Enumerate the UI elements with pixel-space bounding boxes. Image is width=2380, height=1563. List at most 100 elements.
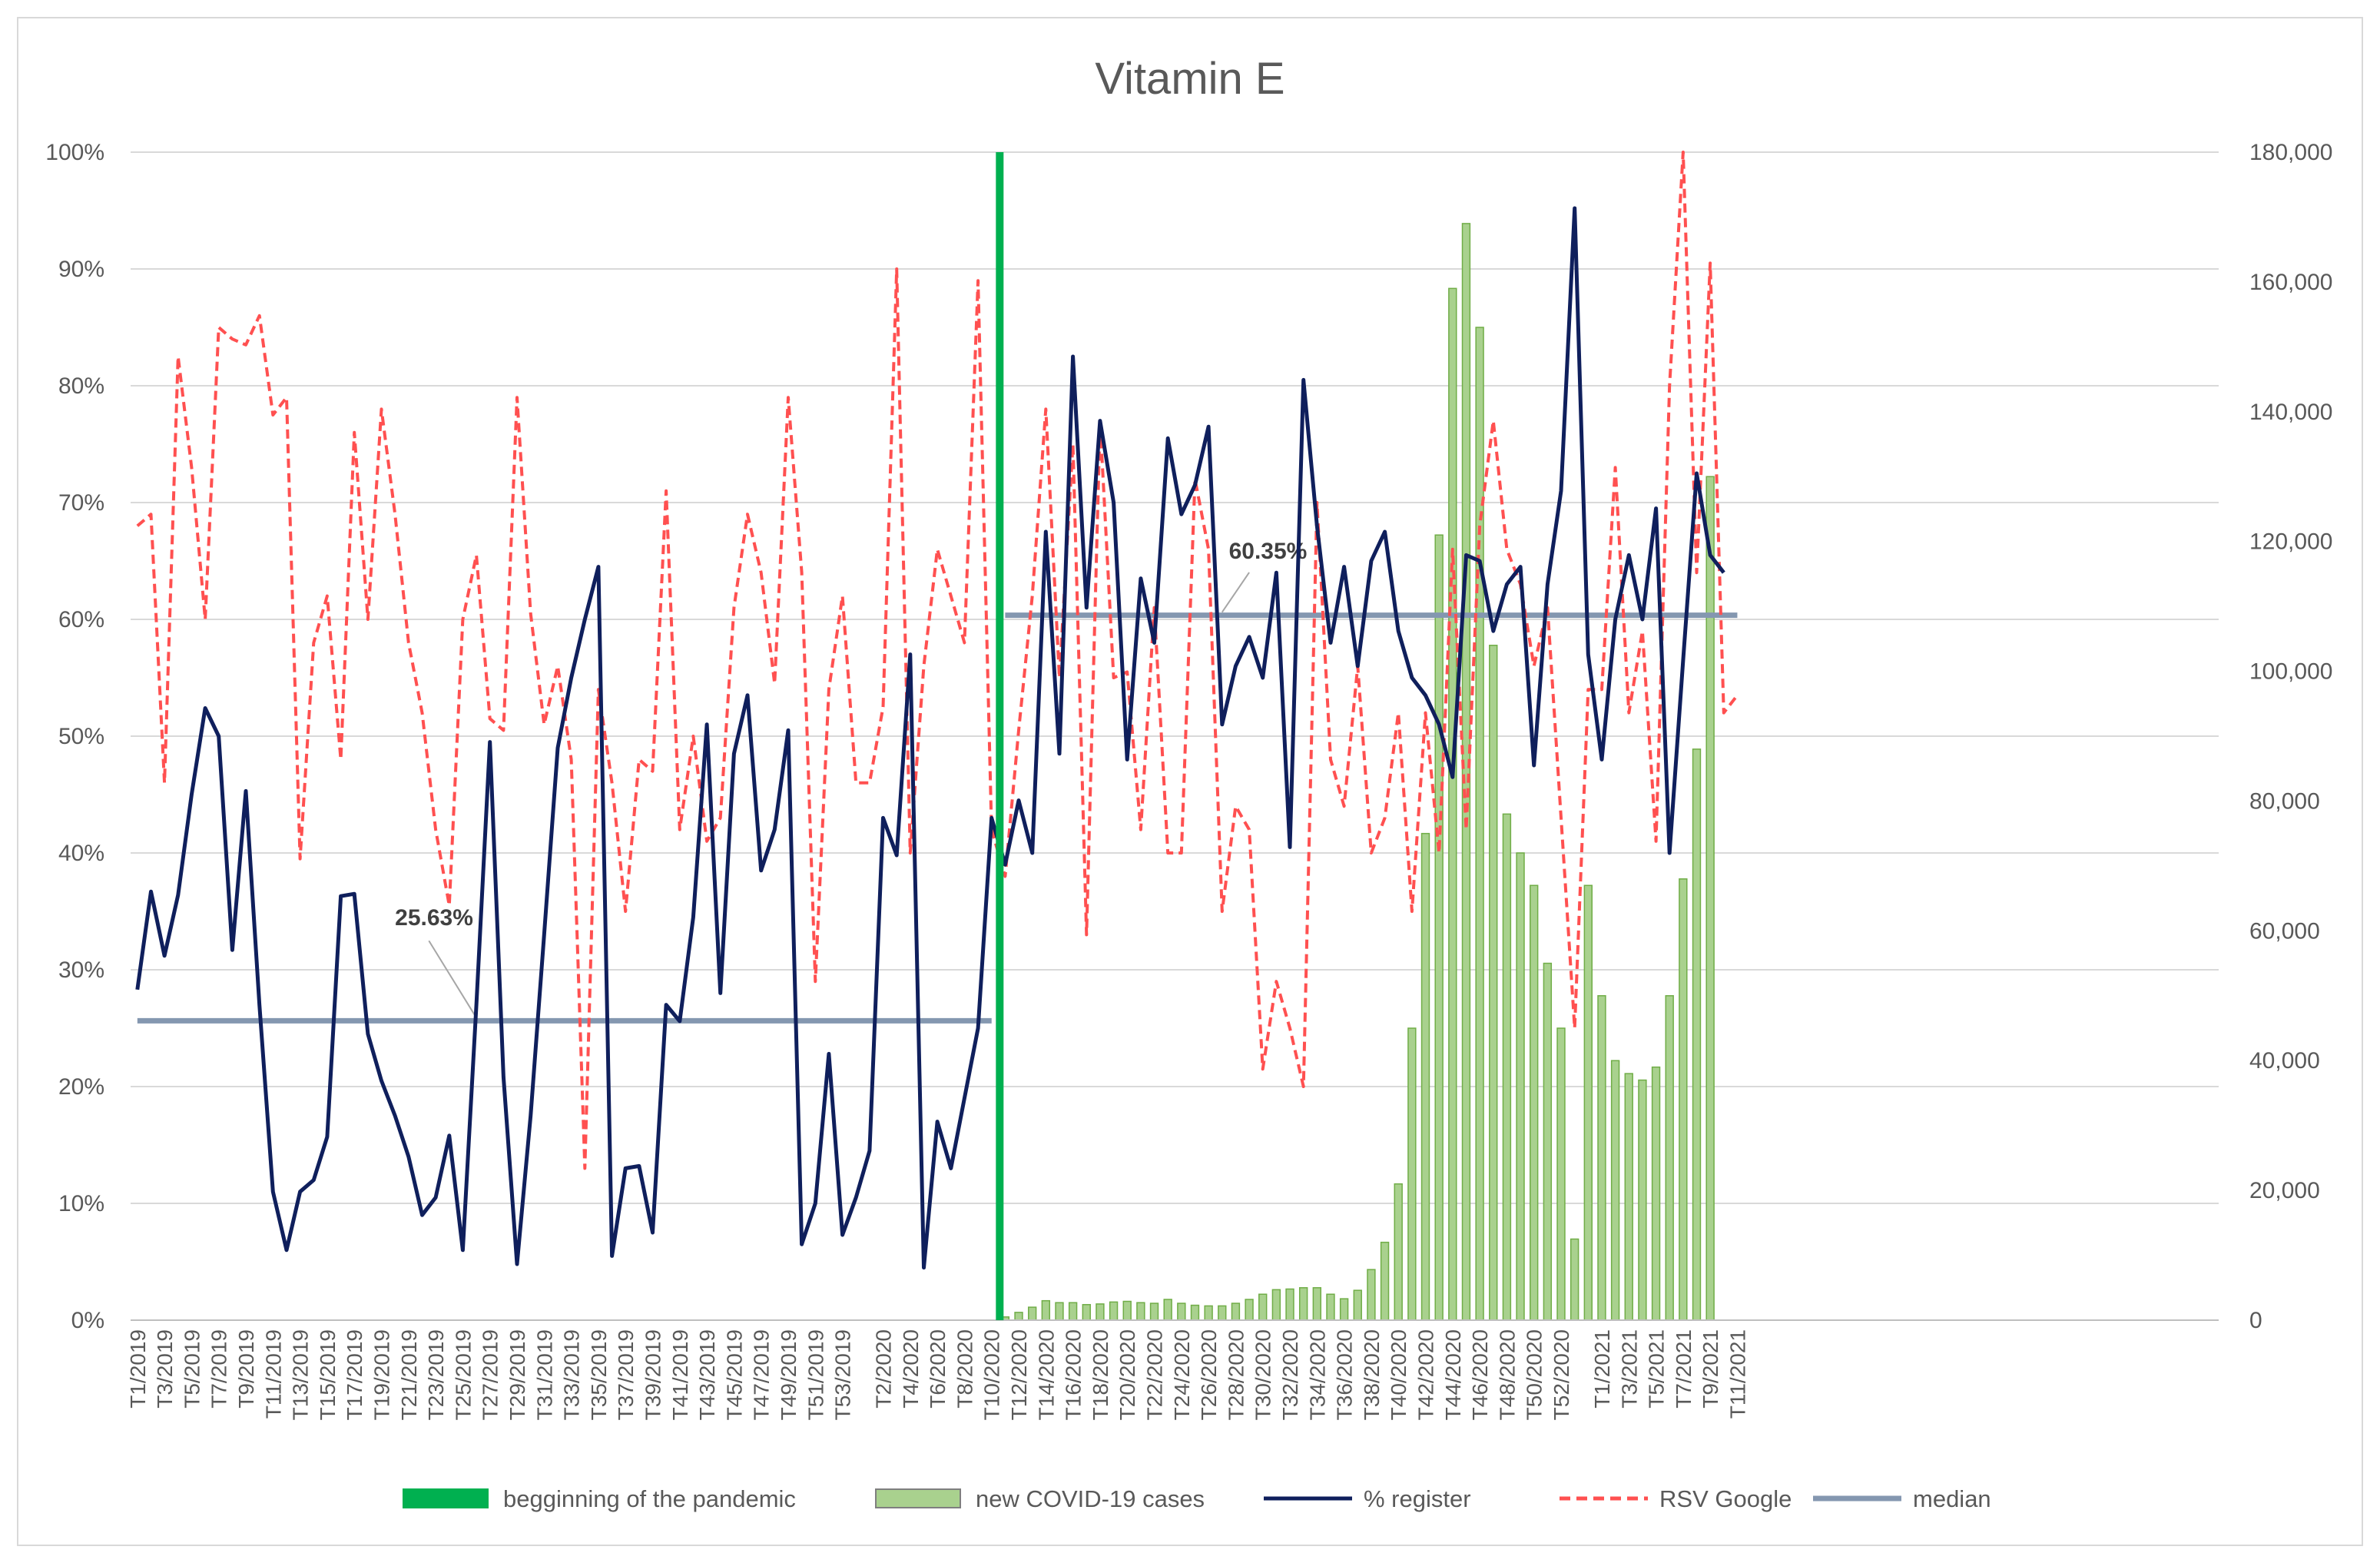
x-tick-label: T29/2019 — [506, 1329, 529, 1420]
y-left-tick-label: 0% — [71, 1308, 104, 1333]
covid-cases-bar — [1516, 852, 1525, 1321]
covid-cases-bar — [1448, 287, 1457, 1321]
x-tick-label: T11/2019 — [261, 1329, 285, 1419]
covid-cases-bar — [1461, 223, 1471, 1321]
y-left-tick-label: 70% — [58, 490, 104, 516]
x-tick-label: T17/2019 — [343, 1329, 366, 1420]
y-left-tick-label: 40% — [58, 841, 104, 866]
covid-cases-bar — [1122, 1300, 1132, 1321]
x-tick-label: T13/2019 — [289, 1329, 313, 1420]
chart-title: Vitamin E — [1095, 54, 1284, 104]
x-tick-label: T23/2019 — [424, 1329, 448, 1420]
y-right-tick-label: 100,000 — [2249, 659, 2332, 685]
covid-cases-bar — [1651, 1066, 1661, 1321]
y-left-tick-label: 60% — [58, 607, 104, 632]
x-tick-label: T5/2021 — [1645, 1329, 1669, 1409]
x-tick-label: T45/2019 — [722, 1329, 746, 1420]
y-right-tick-label: 80,000 — [2249, 788, 2320, 814]
covid-cases-bar — [1326, 1293, 1335, 1321]
pandemic-marker — [996, 152, 1004, 1320]
x-tick-label: T22/2020 — [1143, 1329, 1167, 1420]
covid-cases-bar — [1245, 1299, 1254, 1321]
covid-cases-bar — [1339, 1298, 1349, 1321]
y-left-tick-label: 20% — [58, 1074, 104, 1100]
y-right-tick-label: 180,000 — [2249, 140, 2332, 165]
covid-cases-bar — [1027, 1306, 1037, 1321]
x-tick-label: T30/2020 — [1251, 1329, 1275, 1420]
x-tick-label: T18/2020 — [1089, 1329, 1112, 1420]
x-tick-label: T43/2019 — [695, 1329, 719, 1420]
median-label-2020: 60.35% — [1229, 539, 1308, 564]
legend-item-rsv: RSV Google — [1560, 1485, 1792, 1512]
x-tick-label: T20/2020 — [1115, 1329, 1139, 1420]
legend-item-median: median — [1813, 1485, 1991, 1512]
x-tick-label: T7/2019 — [207, 1329, 231, 1409]
covid-cases-bar — [1014, 1312, 1023, 1321]
covid-cases-bar — [1394, 1183, 1403, 1321]
x-tick-label: T6/2020 — [926, 1329, 950, 1409]
x-tick-label: T34/2020 — [1305, 1329, 1329, 1420]
median-label-2019: 25.63% — [395, 905, 473, 931]
x-tick-label: T49/2019 — [777, 1329, 801, 1420]
y-left-tick-label: 10% — [58, 1191, 104, 1216]
y-right-tick-label: 60,000 — [2249, 918, 2320, 944]
covid-cases-bar — [1692, 748, 1702, 1321]
covid-cases-bar — [1543, 962, 1553, 1321]
x-tick-label: T12/2020 — [1007, 1329, 1031, 1420]
x-tick-label: T14/2020 — [1034, 1329, 1058, 1420]
legend-swatch — [403, 1488, 489, 1508]
covid-cases-bar — [1679, 878, 1688, 1321]
y-right-tick-label: 40,000 — [2249, 1048, 2320, 1074]
covid-cases-bar — [1096, 1303, 1105, 1321]
y-right-tick-label: 120,000 — [2249, 529, 2332, 555]
covid-cases-bar — [1298, 1287, 1308, 1321]
chart-frame — [17, 17, 2363, 1546]
covid-cases-bar — [1190, 1304, 1200, 1321]
legend: begginning of the pandemic new COVID-19 c… — [403, 1485, 1991, 1512]
x-tick-label: T27/2019 — [479, 1329, 502, 1420]
covid-cases-bar — [1285, 1288, 1294, 1321]
x-tick-label: T37/2019 — [614, 1329, 638, 1420]
covid-cases-bar — [1109, 1301, 1119, 1321]
y-right-tick-label: 140,000 — [2249, 400, 2332, 425]
y-left-tick-label: 80% — [58, 373, 104, 399]
covid-cases-bar — [1434, 534, 1444, 1321]
covid-cases-bar — [1597, 995, 1606, 1321]
x-tick-label: T11/2021 — [1725, 1329, 1749, 1419]
y-left-tick-label: 30% — [58, 957, 104, 983]
legend-label: new COVID-19 cases — [976, 1485, 1205, 1512]
x-tick-label: T7/2021 — [1672, 1329, 1696, 1409]
covid-cases-bar — [1583, 884, 1593, 1321]
covid-cases-bar — [1489, 645, 1498, 1321]
x-tick-label: T52/2020 — [1550, 1329, 1573, 1420]
y-left-tick-label: 100% — [45, 140, 104, 165]
y-right-tick-label: 160,000 — [2249, 270, 2332, 295]
x-tick-label: T1/2019 — [126, 1329, 150, 1409]
median-callout-line — [428, 940, 477, 1018]
covid-cases-bar — [1136, 1302, 1145, 1321]
x-tick-label: T53/2019 — [831, 1329, 855, 1420]
covid-cases-bar — [1556, 1027, 1566, 1321]
covid-cases-bar — [1380, 1241, 1390, 1321]
covid-cases-bar — [1407, 1027, 1417, 1321]
covid-cases-bar — [1475, 327, 1484, 1321]
x-tick-label: T38/2020 — [1360, 1329, 1384, 1420]
covid-cases-bar — [1638, 1079, 1647, 1321]
x-tick-label: T47/2019 — [750, 1329, 774, 1420]
covid-cases-bar — [1204, 1305, 1213, 1321]
covid-cases-bar — [1420, 832, 1430, 1321]
covid-cases-bar — [1271, 1289, 1281, 1321]
x-tick-label: T26/2020 — [1197, 1329, 1221, 1420]
x-tick-label: T28/2020 — [1224, 1329, 1248, 1420]
gridlines — [131, 151, 2219, 1204]
x-tick-label: T8/2020 — [953, 1329, 976, 1409]
y-left-tick-label: 90% — [58, 257, 104, 282]
covid-cases-bar — [1177, 1302, 1186, 1321]
y-right-tick-label: 0 — [2249, 1308, 2262, 1333]
x-tick-label: T9/2021 — [1699, 1329, 1722, 1409]
covid-cases-bar — [1530, 884, 1539, 1321]
covid-cases-bar — [1610, 1060, 1620, 1321]
x-tick-label: T15/2019 — [316, 1329, 340, 1420]
legend-label: begginning of the pandemic — [503, 1485, 796, 1512]
x-tick-label: T32/2020 — [1278, 1329, 1302, 1420]
